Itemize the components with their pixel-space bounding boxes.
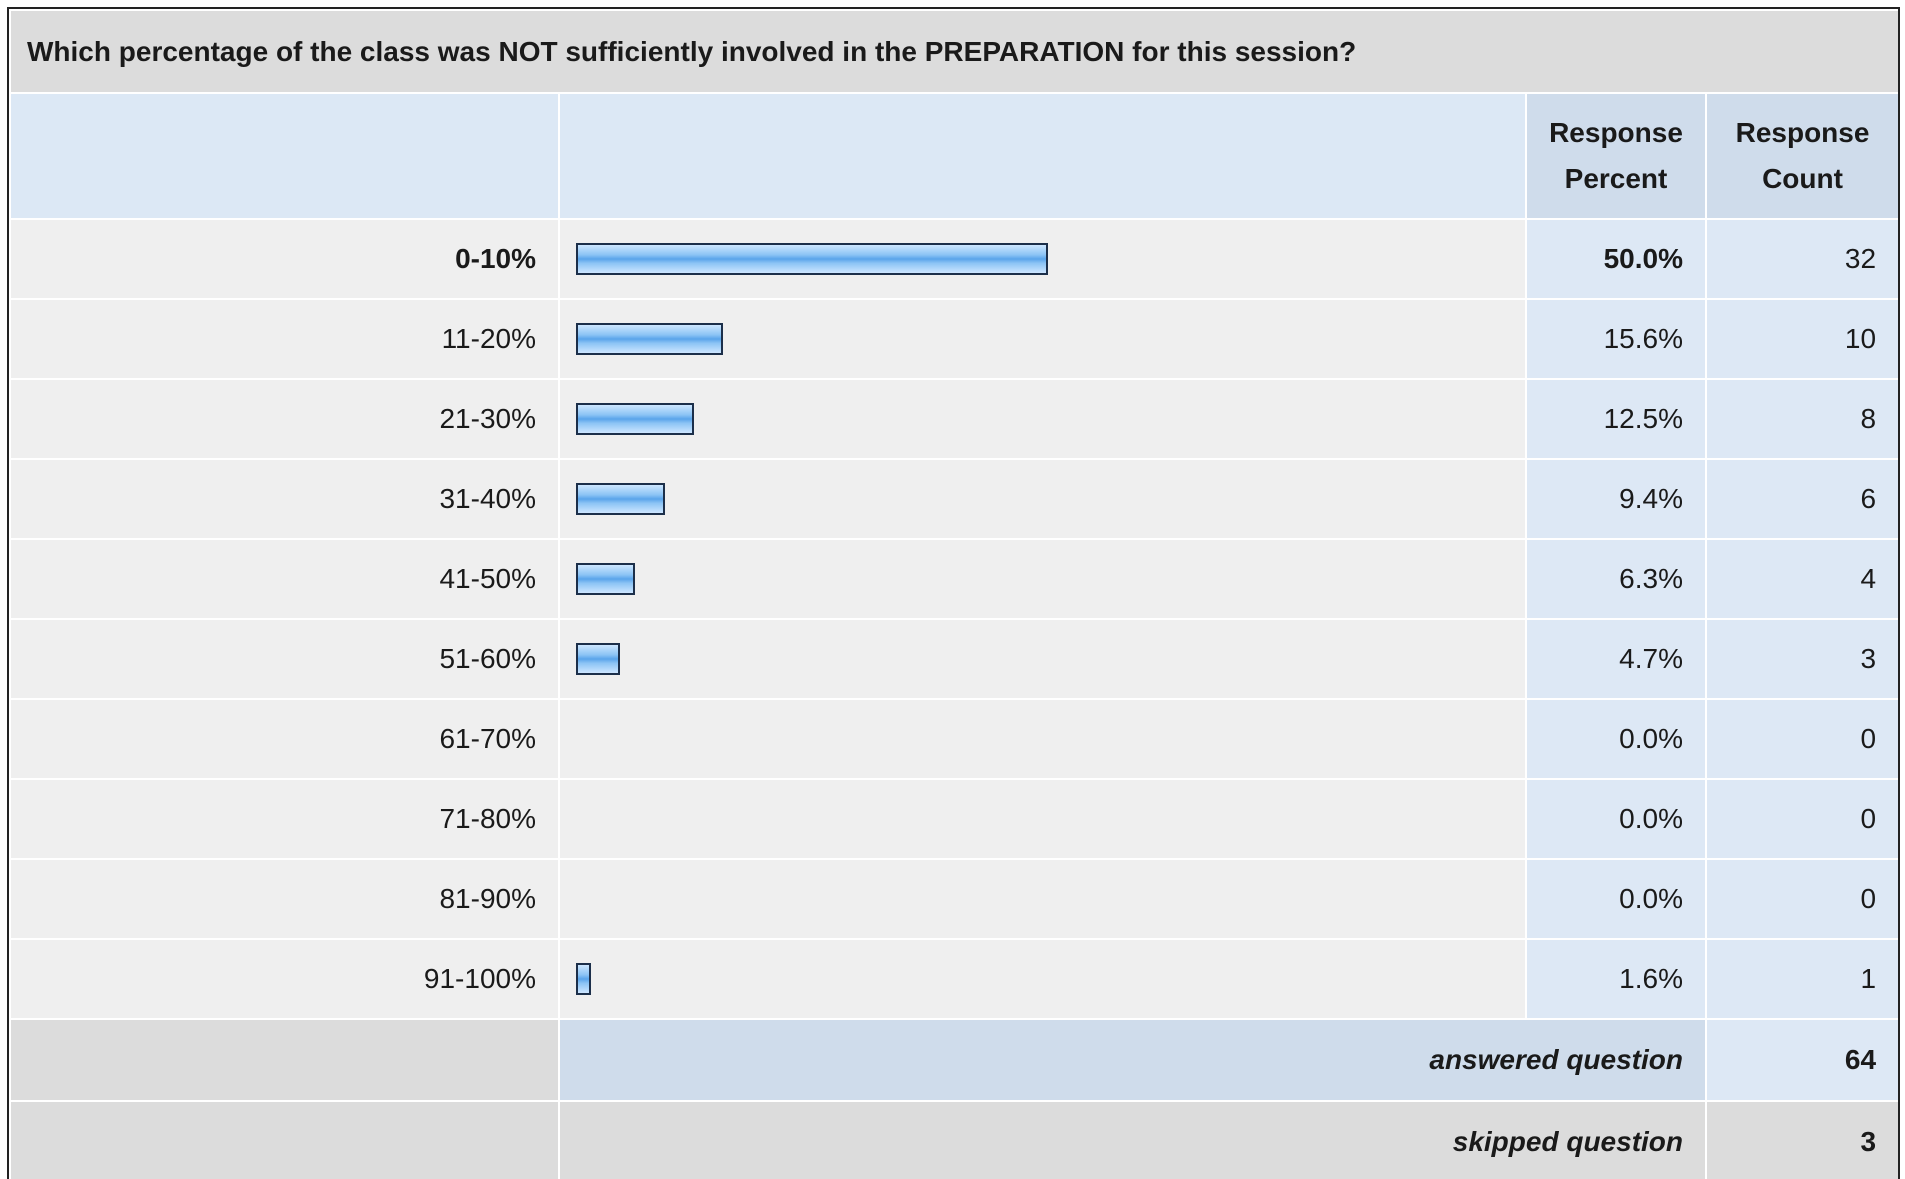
answered-row: answered question 64	[9, 1018, 1898, 1102]
response-count: 8	[1704, 378, 1898, 460]
response-percent: 15.6%	[1525, 298, 1707, 380]
bar-cell	[558, 698, 1527, 780]
response-count: 0	[1704, 698, 1898, 780]
results-panel: Which percentage of the class was NOT su…	[7, 7, 1900, 1179]
answer-label: 31-40%	[9, 458, 560, 540]
response-count: 0	[1704, 778, 1898, 860]
bar-cell	[558, 538, 1527, 620]
response-count: 10	[1704, 298, 1898, 380]
bar-cell	[558, 858, 1527, 940]
question-title: Which percentage of the class was NOT su…	[9, 9, 1898, 94]
answer-row: 61-70% 0.0% 0	[9, 698, 1898, 780]
answer-label: 51-60%	[9, 618, 560, 700]
answer-label: 11-20%	[9, 298, 560, 380]
bar	[576, 323, 724, 355]
bar-cell	[558, 298, 1527, 380]
response-percent: 0.0%	[1525, 858, 1707, 940]
answer-row: 91-100% 1.6% 1	[9, 938, 1898, 1020]
bar-cell	[558, 218, 1527, 300]
answer-label: 91-100%	[9, 938, 560, 1020]
response-count: 32	[1704, 218, 1898, 300]
answer-label: 71-80%	[9, 778, 560, 860]
response-percent: 4.7%	[1525, 618, 1707, 700]
answered-count: 64	[1704, 1018, 1898, 1102]
response-percent: 9.4%	[1525, 458, 1707, 540]
bar-cell	[558, 938, 1527, 1020]
header-blank	[558, 92, 1527, 220]
answer-row: 31-40% 9.4% 6	[9, 458, 1898, 540]
response-percent: 6.3%	[1525, 538, 1707, 620]
bar-cell	[558, 618, 1527, 700]
bar	[576, 403, 694, 435]
response-percent: 0.0%	[1525, 698, 1707, 780]
header-blank	[9, 92, 560, 220]
answer-label: 41-50%	[9, 538, 560, 620]
response-count: 4	[1704, 538, 1898, 620]
bar-cell	[558, 458, 1527, 540]
skipped-label: skipped question	[558, 1100, 1707, 1179]
response-percent: 0.0%	[1525, 778, 1707, 860]
answer-row: 11-20% 15.6% 10	[9, 298, 1898, 380]
results-table: Which percentage of the class was NOT su…	[9, 9, 1898, 1179]
header-percent: Response Percent	[1525, 92, 1707, 220]
summary-blank	[9, 1100, 560, 1179]
bar	[576, 563, 636, 595]
bar	[576, 643, 621, 675]
response-percent: 12.5%	[1525, 378, 1707, 460]
response-count: 1	[1704, 938, 1898, 1020]
answer-row: 41-50% 6.3% 4	[9, 538, 1898, 620]
response-count: 6	[1704, 458, 1898, 540]
answer-label: 21-30%	[9, 378, 560, 460]
answered-label: answered question	[558, 1018, 1707, 1102]
response-count: 0	[1704, 858, 1898, 940]
answer-row: 81-90% 0.0% 0	[9, 858, 1898, 940]
answer-row: 71-80% 0.0% 0	[9, 778, 1898, 860]
answer-row: 0-10% 50.0% 32	[9, 218, 1898, 300]
response-percent: 1.6%	[1525, 938, 1707, 1020]
answer-label: 61-70%	[9, 698, 560, 780]
skipped-row: skipped question 3	[9, 1100, 1898, 1179]
bar-cell	[558, 378, 1527, 460]
bar	[576, 963, 592, 995]
summary-blank	[9, 1018, 560, 1102]
bar	[576, 483, 665, 515]
bar-cell	[558, 778, 1527, 860]
answer-row: 51-60% 4.7% 3	[9, 618, 1898, 700]
answer-row: 21-30% 12.5% 8	[9, 378, 1898, 460]
header-count: Response Count	[1704, 92, 1898, 220]
answer-label: 0-10%	[9, 218, 560, 300]
answer-label: 81-90%	[9, 858, 560, 940]
response-count: 3	[1704, 618, 1898, 700]
bar	[576, 243, 1048, 275]
response-percent: 50.0%	[1525, 218, 1707, 300]
skipped-count: 3	[1704, 1100, 1898, 1179]
